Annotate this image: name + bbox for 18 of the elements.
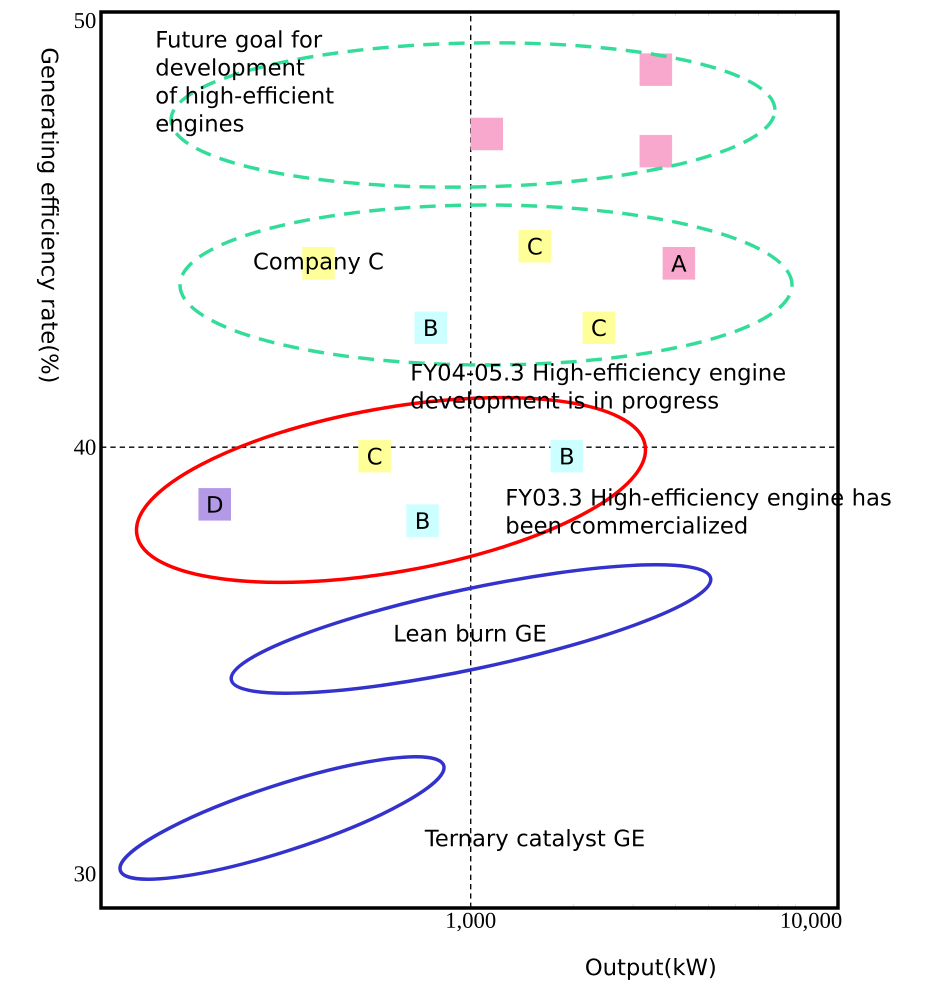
data-label: C (592, 319, 606, 336)
data-label: B (425, 319, 437, 336)
x-tick-label: 10,000 (782, 912, 842, 932)
y-tick-label: 30 (74, 866, 96, 882)
x-axis-title: Output(kW) (586, 958, 715, 980)
annotation: Lean burn GE (395, 624, 546, 642)
data-label: A (671, 255, 686, 272)
data-label: B (416, 512, 429, 529)
annotation: Ternary catalyst GE (424, 829, 644, 851)
data-label: C (528, 238, 542, 255)
y-tick-label: 40 (74, 440, 96, 455)
data-label: Company C (254, 252, 383, 274)
data-label: B (561, 448, 573, 464)
data-label: C (368, 448, 382, 465)
y-tick-label: 50 (74, 12, 96, 28)
x-tick-label: 1,000 (447, 912, 496, 932)
data-label: D (208, 496, 222, 513)
y-axis-title: Generating efficiency rate(%) (36, 48, 59, 382)
